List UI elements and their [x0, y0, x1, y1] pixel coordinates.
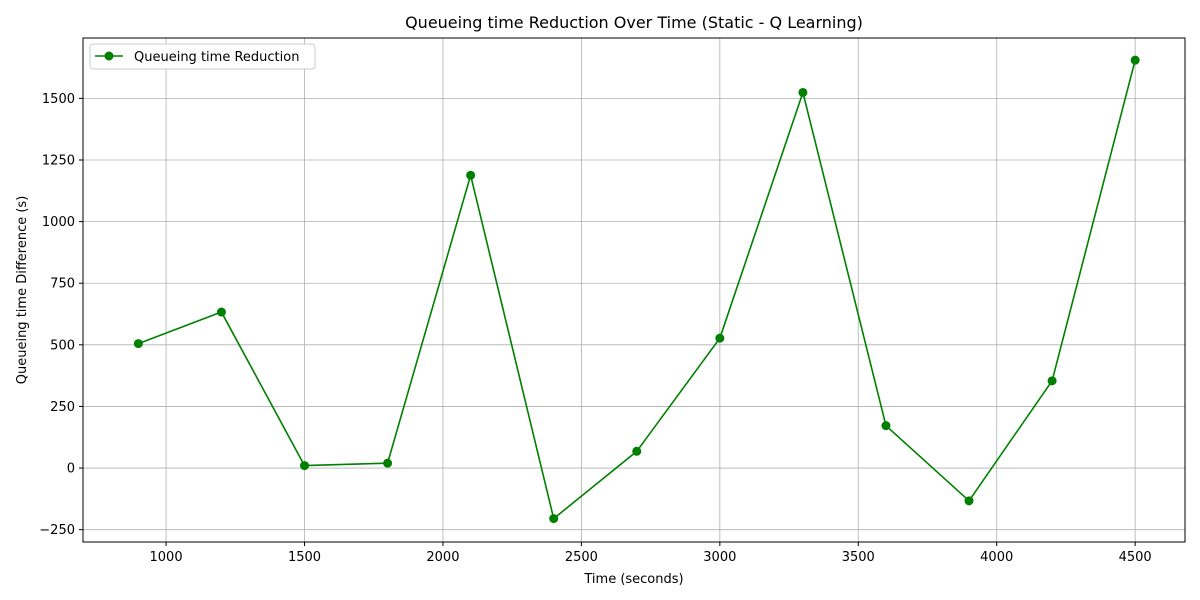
data-point — [1130, 55, 1140, 65]
chart-title: Queueing time Reduction Over Time (Stati… — [405, 13, 863, 32]
plot-frame — [82, 37, 1186, 543]
axis-ticks: 1000 1500 2000 2500 3000 3500 4000 4500 −250 0 250… — [39, 92, 1151, 565]
series-layer — [133, 55, 1140, 524]
legend-marker-swatch — [104, 51, 114, 61]
data-point — [383, 458, 393, 468]
data-point — [133, 339, 143, 349]
data-point — [964, 496, 974, 506]
legend-label: Queueing time Reduction — [134, 50, 299, 65]
data-point — [466, 170, 476, 180]
data-point — [632, 446, 642, 456]
x-tick-label: 4500 — [1119, 550, 1152, 565]
y-tick-label: 1500 — [42, 92, 75, 107]
data-point — [798, 87, 808, 97]
data-point — [881, 421, 891, 431]
x-tick-label: 3000 — [703, 550, 736, 565]
grid — [83, 38, 1185, 542]
data-point — [715, 333, 725, 343]
x-tick-label: 1000 — [150, 550, 183, 565]
data-point — [1047, 376, 1057, 386]
legend-box — [89, 43, 316, 70]
x-tick-label: 2500 — [565, 550, 598, 565]
x-tick-label: 1500 — [288, 550, 321, 565]
y-tick-label: −250 — [39, 523, 75, 538]
x-tick-label: 4000 — [980, 550, 1013, 565]
data-point — [216, 307, 226, 317]
y-tick-label: 1250 — [42, 153, 75, 168]
y-axis-label: Queueing time Difference (s) — [15, 196, 30, 385]
legend: Queueing time Reduction — [89, 43, 316, 70]
x-tick-label: 2000 — [426, 550, 459, 565]
y-tick-label: 1000 — [42, 215, 75, 230]
data-point — [549, 514, 559, 524]
y-tick-label: 500 — [50, 338, 75, 353]
x-axis-label: Time (seconds) — [583, 572, 683, 587]
x-tick-label: 3500 — [842, 550, 875, 565]
y-tick-label: 750 — [50, 277, 75, 292]
y-tick-label: 0 — [67, 462, 75, 477]
y-tick-label: 250 — [50, 400, 75, 415]
data-point — [300, 461, 310, 471]
